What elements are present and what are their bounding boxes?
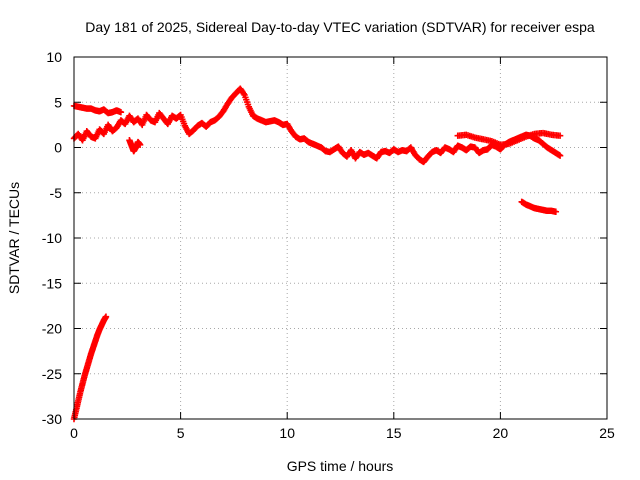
grid-lines bbox=[74, 57, 607, 419]
y-tick-label: 5 bbox=[54, 94, 62, 110]
y-tick-label: 10 bbox=[46, 49, 62, 65]
data-marks bbox=[70, 85, 564, 423]
y-tick-label: -25 bbox=[42, 366, 62, 382]
series-late-negative-segment bbox=[518, 198, 560, 215]
x-tick-label: 10 bbox=[279, 425, 295, 441]
series-steep-segment bbox=[70, 313, 110, 423]
y-tick-label: -10 bbox=[42, 230, 62, 246]
plot-frame bbox=[73, 56, 608, 420]
x-axis-label: GPS time / hours bbox=[287, 458, 394, 474]
y-tick-label: -20 bbox=[42, 321, 62, 337]
series-late-upper-arc bbox=[454, 129, 564, 148]
data-point bbox=[556, 152, 564, 159]
x-tick-label: 25 bbox=[599, 425, 615, 441]
x-tick-label: 5 bbox=[177, 425, 185, 441]
y-tick-label: -30 bbox=[42, 411, 62, 427]
y-tick-label: -5 bbox=[50, 185, 63, 201]
y-axis-label: SDTVAR / TECUs bbox=[6, 182, 22, 294]
data-point bbox=[102, 313, 110, 320]
series-early-dip bbox=[126, 137, 144, 155]
data-point bbox=[240, 90, 247, 97]
y-tick-label: -15 bbox=[42, 275, 62, 291]
chart-title: Day 181 of 2025, Sidereal Day-to-day VTE… bbox=[85, 19, 595, 35]
tick-labels: 0 5 10 15 20 25 10 5 0 -5 -10 -15 -20 -25 -30 bbox=[42, 49, 615, 441]
data-point bbox=[136, 141, 144, 148]
x-tick-label: 15 bbox=[386, 425, 402, 441]
x-tick-label: 20 bbox=[493, 425, 509, 441]
data-point bbox=[552, 208, 560, 215]
series-upper-band bbox=[70, 102, 125, 117]
data-point bbox=[556, 132, 564, 139]
x-tick-label: 0 bbox=[70, 425, 78, 441]
y-tick-label: 0 bbox=[54, 140, 62, 156]
series-main-trace bbox=[70, 85, 564, 166]
data-point bbox=[117, 109, 125, 116]
